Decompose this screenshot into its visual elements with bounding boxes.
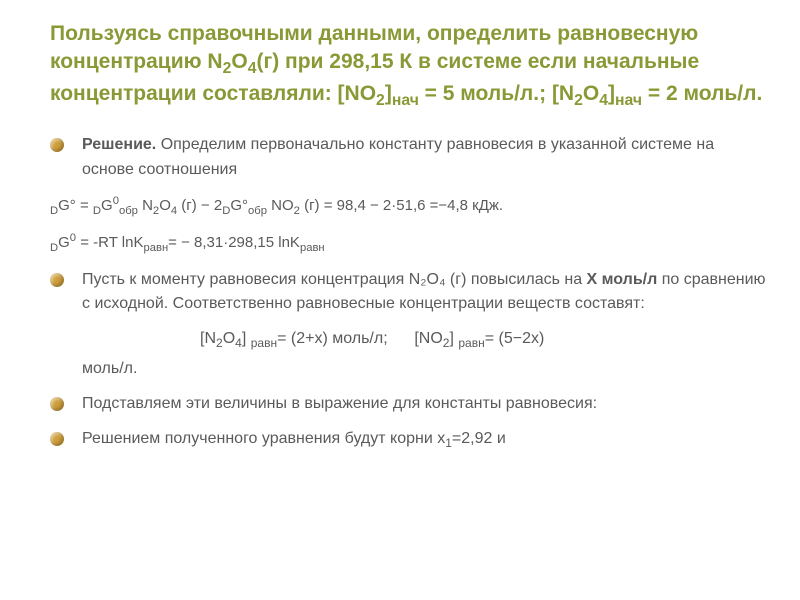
bullet-icon xyxy=(50,397,64,411)
eq-line: [N2O4] равн= (2+x) моль/л; [NO2] равн= (… xyxy=(200,327,770,353)
b4-text: Решением полученного уравнения будут кор… xyxy=(82,427,770,453)
list-item: Подставляем эти величины в выражение для… xyxy=(50,392,770,417)
formula-2: DG0 = -RT lnKравн= − 8,31·298,15 lnKравн xyxy=(50,230,770,257)
bullet-text: Пусть к моменту равновесия концентрация … xyxy=(82,268,770,318)
bullet-icon xyxy=(50,138,64,152)
list-item: Решением полученного уравнения будут кор… xyxy=(50,427,770,453)
b1-text: Определим первоначально константу равнов… xyxy=(82,136,714,178)
formula-1: DG° = DG0обр N2O4 (г) − 2DG°обр NO2 (г) … xyxy=(50,193,770,220)
b2x: Х моль/л xyxy=(587,271,658,288)
eq-line-2: моль/л. xyxy=(82,357,770,382)
bullet-text: Решение. Определим первоначально констан… xyxy=(82,133,770,183)
slide-body: Решение. Определим первоначально констан… xyxy=(50,133,770,452)
list-item: Решение. Определим первоначально констан… xyxy=(50,133,770,183)
bullet-icon xyxy=(50,273,64,287)
solution-label: Решение. xyxy=(82,136,156,153)
slide-title: Пользуясь справочными данными, определит… xyxy=(50,20,770,111)
bullet-icon xyxy=(50,432,64,446)
list-item: Пусть к моменту равновесия концентрация … xyxy=(50,268,770,318)
b2a: Пусть к моменту равновесия концентрация … xyxy=(82,271,587,288)
b3-text: Подставляем эти величины в выражение для… xyxy=(82,392,770,417)
